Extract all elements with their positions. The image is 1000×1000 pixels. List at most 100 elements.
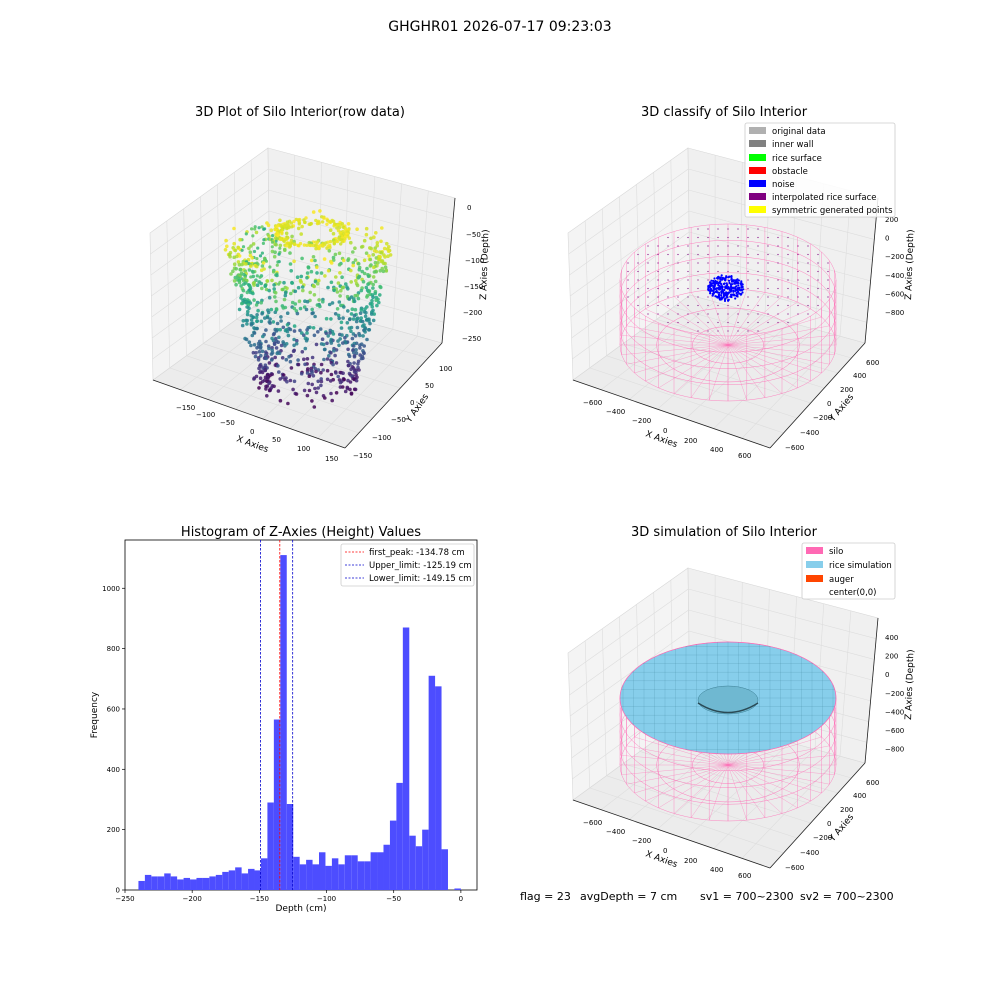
plot4-xtick: −600 [583,819,602,827]
plot1-point [265,315,270,320]
plot4-ytick: −600 [785,864,804,872]
plot1-point [338,238,342,242]
plot1-point [238,267,242,272]
plot1-point [245,318,249,323]
plot2-interp-point [777,313,779,315]
plot1-point [325,357,330,361]
plot2-noise-point [717,286,720,289]
plot4-silo-bottom-spoke [727,764,747,821]
plot1-point [346,287,350,291]
plot1-point [261,334,265,339]
plot1-point [259,281,264,286]
plot2-interp-point [667,262,669,264]
plot1-point [331,219,336,224]
legend-label-symmetric: symmetric generated points [772,206,893,216]
plot1-title: 3D Plot of Silo Interior(row data) [195,105,405,120]
plot2-interp-point [827,270,829,273]
plot1-point [254,315,259,320]
plot1-point [292,343,296,348]
plot1-point [264,328,268,332]
plot1-point [368,264,373,268]
plot4-silo-bottom-spoke [727,764,822,794]
plot1-point [277,335,281,340]
plot1-point [372,270,377,274]
plot1-ylabel: Y Axies [404,392,432,425]
plot2-interp-point [697,279,699,281]
plot1-point [267,388,272,393]
plot4-zlabel: Z Axies (Depth) [904,649,916,720]
plot2-interp-point [697,236,699,239]
plot1-point [349,240,353,245]
plot2-silo-bottom-spoke [727,301,798,346]
plot2-interp-point [687,236,689,239]
plot1-point [250,227,254,231]
plot1-point [337,251,342,256]
plot2-interp-point [697,270,699,273]
plot1-point [247,246,251,251]
histogram-bar [280,555,287,890]
plot2-interp-point [717,253,719,256]
plot2-interp-point [797,287,799,290]
plot1-floor-grid [180,301,295,390]
plot1-point [348,380,353,384]
legend-label-center: center(0,0) [829,588,877,598]
plot1-point [322,216,326,220]
plot1-point [260,251,264,255]
plot1-point [254,303,259,307]
plot1-point [255,346,259,350]
plot1-point [317,298,321,302]
plot1-point [316,246,321,251]
plot1-point [328,228,333,232]
plot1-point [271,234,275,238]
plot1-point [328,331,332,335]
plot2-interp-point [797,270,799,273]
plot1-point [334,371,338,375]
plot1-wall-grid [150,168,269,255]
plot3-bars [138,555,461,890]
plot2-interp-point [627,296,629,298]
plot3-xtick-label: −100 [317,895,336,903]
plot2-interp-point [657,304,659,307]
plot2-interp-point [737,321,739,324]
plot1-point [326,269,331,273]
plot2-interp-point [717,279,719,281]
plot1-point [258,346,263,350]
plot2-silo-bottom-spoke [727,344,835,355]
plot3-title: Histogram of Z-Axies (Height) Values [181,525,421,540]
histogram-bar [319,852,326,890]
plot2-interp-point [817,296,819,298]
plot4-wall-grid [569,630,690,717]
plot1-point [262,238,266,242]
plot2-interp-point [677,296,679,298]
plot2-interp-point [727,330,729,332]
plot1-point [329,280,334,285]
plot1-point [282,280,286,285]
plot1-point [237,280,242,285]
plot1-point [303,346,308,351]
plot1-point [277,370,281,374]
histogram-bar [293,856,300,890]
plot2-interp-point [767,253,769,256]
plot2-interp-point [757,279,759,281]
plot1-point [258,254,263,258]
plot2-interp-point [797,253,799,256]
plot2-interp-point [667,287,669,290]
plot1-point [345,321,350,325]
plot1-point [270,278,274,283]
plot1-point [296,285,301,290]
plot1-point [364,226,369,231]
plot2-floor-grid [606,355,798,419]
plot3-ytick-label: 800 [107,645,120,653]
plot1-point [251,270,255,274]
plot1-point [321,299,325,304]
plot1-point [289,269,294,273]
plot1-point [360,269,365,274]
plot1-point [347,326,352,330]
plot2-x-ticks: −600 −400 −200 0 200 400 600 [583,399,751,460]
plot1-point [270,240,275,244]
plot2-interp-point [697,313,699,315]
plot2-xtick: 400 [710,446,723,454]
plot2-interp-point [637,287,639,290]
plot2-noise-point [730,293,733,296]
plot2-noise-point [730,280,734,283]
